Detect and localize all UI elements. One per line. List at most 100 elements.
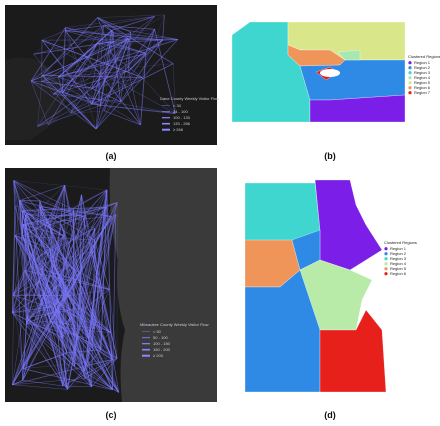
flow-line <box>70 25 104 114</box>
terrain <box>5 57 66 140</box>
flow-line <box>97 39 178 44</box>
legend-item: < 34 <box>173 103 182 108</box>
legend-item: Region 3 <box>390 256 407 261</box>
flow-line <box>128 32 132 71</box>
flow-line <box>91 32 115 105</box>
legend-title: Clustered Regions <box>408 54 440 59</box>
flow-line <box>13 180 51 225</box>
flow-line <box>19 200 26 271</box>
flow-line <box>25 214 86 217</box>
flow-line <box>39 206 112 217</box>
panel-label: (c) <box>106 410 117 420</box>
flow-line <box>62 245 94 338</box>
flow-line <box>49 224 68 390</box>
legend-item: Region 2 <box>390 251 407 256</box>
legend-item: ≥ 266 <box>173 127 184 132</box>
flow-line <box>19 200 40 207</box>
region-area <box>309 94 406 123</box>
flow-line <box>41 30 66 41</box>
flow-line <box>142 14 165 78</box>
flow-line <box>24 270 92 387</box>
flow-line <box>41 39 176 114</box>
flow-line <box>64 30 141 126</box>
flow-line <box>91 38 129 105</box>
legend-item: Region 5 <box>390 266 407 271</box>
flow-line <box>26 323 111 333</box>
flow-line <box>91 103 176 115</box>
flow-line <box>39 206 95 241</box>
flow-line <box>173 63 176 114</box>
flow-line <box>65 25 104 32</box>
flow-line <box>114 32 178 40</box>
flow-line <box>26 209 74 324</box>
flow-line <box>22 206 107 226</box>
flow-line <box>43 293 112 333</box>
lake <box>109 168 217 402</box>
flow-line <box>37 228 95 258</box>
flow-line <box>12 280 40 313</box>
flow-line <box>49 248 68 390</box>
flow-line <box>62 228 95 326</box>
flow-line <box>97 17 141 125</box>
flow-line <box>65 30 163 41</box>
legend-swatch <box>408 81 412 85</box>
legend-swatch <box>384 252 388 256</box>
legend-item: Region 7 <box>414 90 431 95</box>
flow-line <box>70 30 113 114</box>
flow-line <box>58 29 113 78</box>
flow-line <box>26 323 75 367</box>
flow-line <box>30 80 101 106</box>
legend-swatch <box>408 91 412 95</box>
flow-line <box>66 267 89 339</box>
legend-swatch <box>384 272 388 276</box>
legend-item: 50 - 100 <box>153 335 168 340</box>
flow-line <box>65 27 92 105</box>
flow-line <box>26 317 75 367</box>
flow-line <box>88 214 117 339</box>
flow-line <box>62 359 113 387</box>
flow-line <box>67 359 113 390</box>
flow-line <box>61 42 98 94</box>
flow-line <box>58 32 115 78</box>
flow-line <box>95 53 147 130</box>
flow-line <box>130 29 155 33</box>
flow-line <box>120 39 163 102</box>
region-area <box>299 259 373 331</box>
legend-swatch <box>384 247 388 251</box>
flow-line <box>95 39 130 129</box>
flow-line <box>91 25 104 89</box>
flow-line <box>65 16 155 28</box>
flow-line <box>43 295 68 354</box>
legend-swatch <box>408 66 412 70</box>
flow-line <box>50 320 113 361</box>
flow-line <box>22 225 63 381</box>
legend-title: Clustered Regions <box>384 240 417 245</box>
flow-line <box>12 384 68 390</box>
flow-line <box>22 202 118 225</box>
flow-line <box>70 31 132 114</box>
flow-line <box>30 25 104 82</box>
flow-line <box>65 27 147 54</box>
legend-item: Region 4 <box>414 75 431 80</box>
flow-line <box>24 270 56 307</box>
flow-line <box>33 27 66 55</box>
legend-swatch <box>408 76 412 80</box>
flow-line <box>103 25 155 30</box>
flow-line <box>110 332 118 359</box>
flow-line <box>94 239 110 290</box>
flow-line <box>13 180 41 202</box>
flow-line <box>22 380 63 387</box>
flow-line <box>128 70 141 125</box>
flow-line <box>12 379 23 386</box>
flow-line <box>14 235 51 322</box>
flow-line <box>19 200 68 390</box>
flow-line <box>22 202 118 381</box>
flow-line <box>42 75 71 114</box>
flow-line <box>22 224 56 307</box>
flow-line <box>13 180 74 210</box>
flow-line <box>18 200 27 324</box>
flow-line <box>33 32 115 55</box>
flow-line <box>91 39 130 105</box>
flow-line <box>96 29 155 129</box>
